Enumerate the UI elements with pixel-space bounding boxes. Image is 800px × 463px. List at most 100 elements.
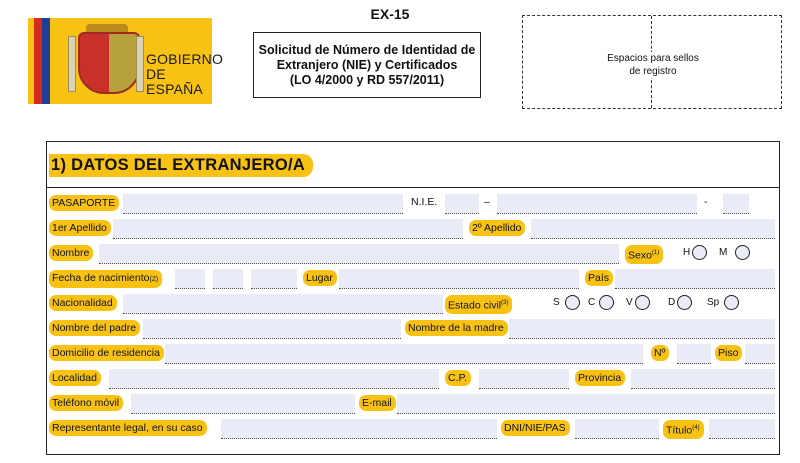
estado-v-option[interactable]: V [626,295,650,310]
logo-text-line-2: DE ESPAÑA [146,66,203,97]
row-contacto: Teléfono móvil E-mail [47,392,779,416]
telefono-label: Teléfono móvil [49,395,124,411]
cp-input[interactable] [479,369,569,389]
row-representante: Representante legal, en su caso DNI/NIE/… [47,417,779,441]
dni-label: DNI/NIE/PAS [501,420,570,436]
nie-dash: - [704,196,708,208]
estado-v-radio[interactable] [634,295,650,310]
crown-icon [86,24,128,34]
titulo-input[interactable] [709,419,775,439]
row-domicilio: Domicilio de residencia Nº Piso [47,342,779,366]
sexo-h-option[interactable]: H [683,245,708,260]
foreigner-data-section: 1) DATOS DEL EXTRANJERO/A PASAPORTE N.I.… [46,141,780,455]
row-padres: Nombre del padre Nombre de la madre [47,317,779,341]
row-pasaporte: PASAPORTE N.I.E. – - [47,192,779,216]
form-title-line-3: (LO 4/2000 y RD 557/2011) [289,72,445,87]
nacionalidad-input[interactable] [123,294,443,314]
pasaporte-label: PASAPORTE [49,195,120,211]
localidad-input[interactable] [109,369,439,389]
row-nacionalidad: Nacionalidad Estado civil(3) S C V D Sp [47,292,779,316]
flag-stripe-red [34,18,42,104]
apellido1-input[interactable] [113,219,463,239]
representante-input[interactable] [221,419,497,439]
padre-label: Nombre del padre [49,320,141,336]
telefono-input[interactable] [131,394,355,414]
numero-label: Nº [651,345,670,361]
sexo-note: (1) [651,250,660,256]
fecha-nacimiento-label: Fecha de nacimiento(2) [49,270,163,288]
nombre-input[interactable] [99,244,619,264]
nie-label: N.I.E. [411,196,438,208]
stamp-label-line-1: Espacios para sellos [607,53,699,64]
domicilio-input[interactable] [165,344,643,364]
estado-sp-option[interactable]: Sp [707,295,740,310]
lugar-input[interactable] [339,269,579,289]
estado-c-option[interactable]: C [588,295,615,310]
piso-label: Piso [715,345,743,361]
form-code: EX-15 [370,6,410,22]
nie-separator: – [484,196,490,208]
fecha-dia-input[interactable] [175,269,205,289]
cp-label: C.P. [445,370,472,386]
sexo-h-radio[interactable] [692,245,708,260]
provincia-input[interactable] [631,369,775,389]
estado-civil-text: Estado civil [448,299,502,312]
row-localidad: Localidad C.P. Provincia [47,367,779,391]
apellido2-label: 2º Apellido [469,220,526,236]
row-nacimiento: Fecha de nacimiento(2) Lugar País [47,267,779,291]
estado-s-option[interactable]: S [553,295,580,310]
estado-d-option[interactable]: D [668,295,693,310]
form-title-line-1: Solicitud de Número de Identidad de [258,42,476,57]
fecha-nacimiento-text: Fecha de nacimiento [52,272,150,284]
titulo-text: Título [666,424,693,437]
form-title-box: Solicitud de Número de Identidad de Extr… [253,32,481,98]
sexo-m-option[interactable]: M [719,245,751,260]
column-left-icon [68,36,76,92]
madre-label: Nombre de la madre [405,320,508,336]
estado-civil-label: Estado civil(3) [445,295,513,314]
estado-s-radio[interactable] [564,295,580,310]
estado-v-text: V [626,297,633,308]
dni-input[interactable] [575,419,659,439]
pais-input[interactable] [615,269,775,289]
estado-d-radio[interactable] [677,295,693,310]
row-apellidos: 1er Apellido 2º Apellido [47,217,779,241]
provincia-label: Provincia [575,370,626,386]
titulo-label: Título(4) [663,420,704,439]
pasaporte-input[interactable] [123,194,403,214]
section-title: 1) DATOS DEL EXTRANJERO/A [49,154,314,177]
estado-sp-radio[interactable] [724,295,740,310]
flag-stripe-blue [42,18,50,104]
stamp-area: Espacios para sellos de registro [522,15,782,109]
form-title-line-2: Extranjero (NIE) y Certificados [276,57,458,72]
email-input[interactable] [397,394,775,414]
estado-sp-text: Sp [707,297,720,308]
email-label: E-mail [359,395,396,411]
row-nombre: Nombre Sexo(1) H M [47,242,779,266]
piso-input[interactable] [745,344,775,364]
nie-number-input[interactable] [497,194,697,214]
padre-input[interactable] [143,319,401,339]
sexo-m-radio[interactable] [735,245,751,260]
pais-label: País [585,270,614,286]
domicilio-label: Domicilio de residencia [49,345,164,361]
estado-c-radio[interactable] [599,295,615,310]
nie-letter-input[interactable] [445,194,479,214]
coat-of-arms-icon [78,32,140,94]
fecha-note: (2) [149,276,159,283]
localidad-label: Localidad [49,370,101,386]
numero-input[interactable] [677,344,711,364]
estado-s-text: S [553,297,560,308]
stamp-label-line-2: de registro [629,66,677,77]
madre-input[interactable] [509,319,775,339]
nie-control-input[interactable] [723,194,749,214]
representante-label: Representante legal, en su caso [49,420,207,436]
apellido1-label: 1er Apellido [49,220,111,236]
estado-c-text: C [588,297,596,308]
apellido2-input[interactable] [531,219,775,239]
fecha-mes-input[interactable] [213,269,243,289]
nacionalidad-label: Nacionalidad [49,295,117,311]
fecha-anio-input[interactable] [251,269,297,289]
sexo-label-text: Sexo [628,249,652,262]
sexo-h-text: H [683,247,691,258]
